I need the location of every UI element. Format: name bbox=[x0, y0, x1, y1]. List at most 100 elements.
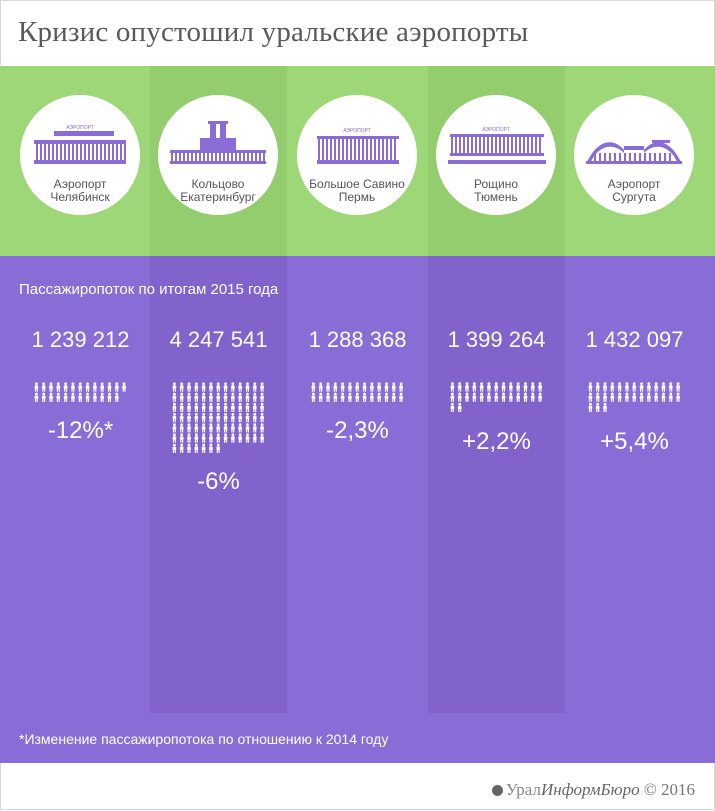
person-mark bbox=[49, 382, 53, 392]
person-mark bbox=[668, 382, 673, 392]
person-mark bbox=[78, 392, 83, 402]
person-mark bbox=[41, 382, 46, 392]
airport-card-surgut: Аэропорт Сургута bbox=[566, 95, 703, 225]
person-mark bbox=[201, 402, 206, 413]
person-mark bbox=[588, 392, 593, 402]
person-mark bbox=[647, 382, 651, 392]
person-mark bbox=[78, 382, 83, 392]
person-mark bbox=[209, 443, 213, 453]
person-mark bbox=[479, 392, 484, 402]
person-mark bbox=[252, 423, 257, 433]
person-mark bbox=[223, 433, 228, 443]
person-mark bbox=[260, 402, 264, 413]
airport-building-icon: АЭРОПОРТ bbox=[34, 125, 126, 164]
person-mark bbox=[179, 382, 184, 392]
person-mark bbox=[114, 392, 119, 402]
chart-subtitle: Пассажиропоток по итогам 2015 года bbox=[19, 281, 279, 298]
person-mark bbox=[194, 412, 199, 423]
svg-text:АЭРОПОРТ: АЭРОПОРТ bbox=[66, 125, 94, 131]
person-mark bbox=[260, 392, 264, 402]
person-mark bbox=[654, 382, 658, 392]
person-mark bbox=[245, 423, 250, 433]
person-mark bbox=[201, 433, 206, 443]
change-label-surgut: +5,4% bbox=[600, 427, 669, 455]
airport-building-icon bbox=[586, 140, 682, 164]
person-mark bbox=[632, 392, 637, 402]
airport-card-roshchino: АЭРОПОРТ Рощино Тюмень bbox=[428, 95, 565, 225]
brand-part2: ИнформБюро bbox=[541, 780, 640, 799]
person-mark bbox=[450, 402, 455, 413]
person-mark bbox=[201, 423, 206, 433]
person-mark bbox=[509, 392, 513, 402]
person-mark bbox=[252, 392, 257, 402]
airport-name: Аэропорт Челябинск bbox=[20, 178, 140, 204]
svg-text:АЭРОПОРТ: АЭРОПОРТ bbox=[482, 127, 510, 133]
airport-building-icon bbox=[170, 121, 266, 164]
svg-text:АЭРОПОРТ: АЭРОПОРТ bbox=[343, 128, 371, 134]
person-mark bbox=[610, 392, 615, 402]
person-mark bbox=[661, 392, 666, 402]
person-mark bbox=[355, 382, 360, 392]
people-bar-roshchino bbox=[450, 382, 542, 413]
person-mark bbox=[209, 423, 213, 433]
change-label-roshchino: +2,2% bbox=[462, 427, 531, 455]
person-mark bbox=[384, 392, 389, 402]
person-mark bbox=[172, 402, 177, 413]
airport-circle: АЭРОПОРТ Рощино Тюмень bbox=[436, 95, 556, 215]
person-mark bbox=[209, 392, 213, 402]
person-mark bbox=[245, 412, 250, 423]
airport-building-icon: АЭРОПОРТ bbox=[317, 128, 399, 164]
person-mark bbox=[231, 412, 235, 423]
person-mark bbox=[340, 382, 345, 392]
airport-name-line2: Пермь bbox=[338, 190, 376, 204]
person-mark bbox=[384, 382, 389, 392]
copyright: © 2016 bbox=[643, 780, 695, 799]
person-mark bbox=[588, 382, 593, 392]
brand-dot-icon bbox=[491, 785, 503, 796]
airport-building-icon: АЭРОПОРТ bbox=[448, 127, 546, 164]
person-mark bbox=[216, 412, 221, 423]
person-mark bbox=[399, 382, 403, 392]
person-mark bbox=[107, 392, 112, 402]
person-mark bbox=[252, 402, 257, 413]
airport-card-koltsovo: Кольцово Екатеринбург bbox=[150, 95, 287, 225]
person-mark bbox=[216, 423, 221, 433]
airport-name-line1: Рощино bbox=[473, 177, 519, 191]
person-mark bbox=[617, 392, 622, 402]
person-mark bbox=[260, 423, 264, 433]
person-mark bbox=[625, 392, 629, 402]
person-mark bbox=[179, 402, 184, 413]
person-mark bbox=[179, 423, 184, 433]
people-bar-koltsovo bbox=[172, 382, 264, 453]
title-bar: Кризис опустошил уральские аэропорты bbox=[0, 0, 715, 66]
person-mark bbox=[530, 382, 535, 392]
person-mark bbox=[457, 392, 462, 402]
person-mark bbox=[523, 392, 528, 402]
person-mark bbox=[326, 392, 330, 402]
person-mark bbox=[238, 402, 242, 413]
person-mark bbox=[617, 382, 622, 392]
person-mark bbox=[100, 382, 104, 392]
passenger-value-roshchino: 1 399 264 bbox=[447, 327, 546, 352]
person-mark bbox=[260, 433, 264, 443]
person-mark bbox=[501, 382, 506, 392]
person-mark bbox=[85, 392, 90, 402]
person-mark bbox=[479, 382, 484, 392]
person-mark bbox=[311, 392, 316, 402]
person-mark bbox=[187, 443, 191, 453]
person-mark bbox=[209, 412, 213, 423]
person-mark bbox=[34, 382, 39, 392]
person-mark bbox=[252, 433, 257, 443]
column-shade-koltsovo bbox=[150, 256, 287, 713]
airport-name-line2: Тюмень bbox=[474, 190, 518, 204]
person-mark bbox=[318, 392, 323, 402]
airport-name-line2: Челябинск bbox=[50, 190, 110, 204]
person-mark bbox=[187, 433, 191, 443]
person-mark bbox=[114, 382, 119, 392]
person-mark bbox=[625, 382, 629, 392]
person-mark bbox=[465, 392, 469, 402]
person-mark bbox=[216, 443, 221, 453]
person-mark bbox=[100, 392, 104, 402]
passenger-value-koltsovo: 4 247 541 bbox=[169, 327, 268, 352]
